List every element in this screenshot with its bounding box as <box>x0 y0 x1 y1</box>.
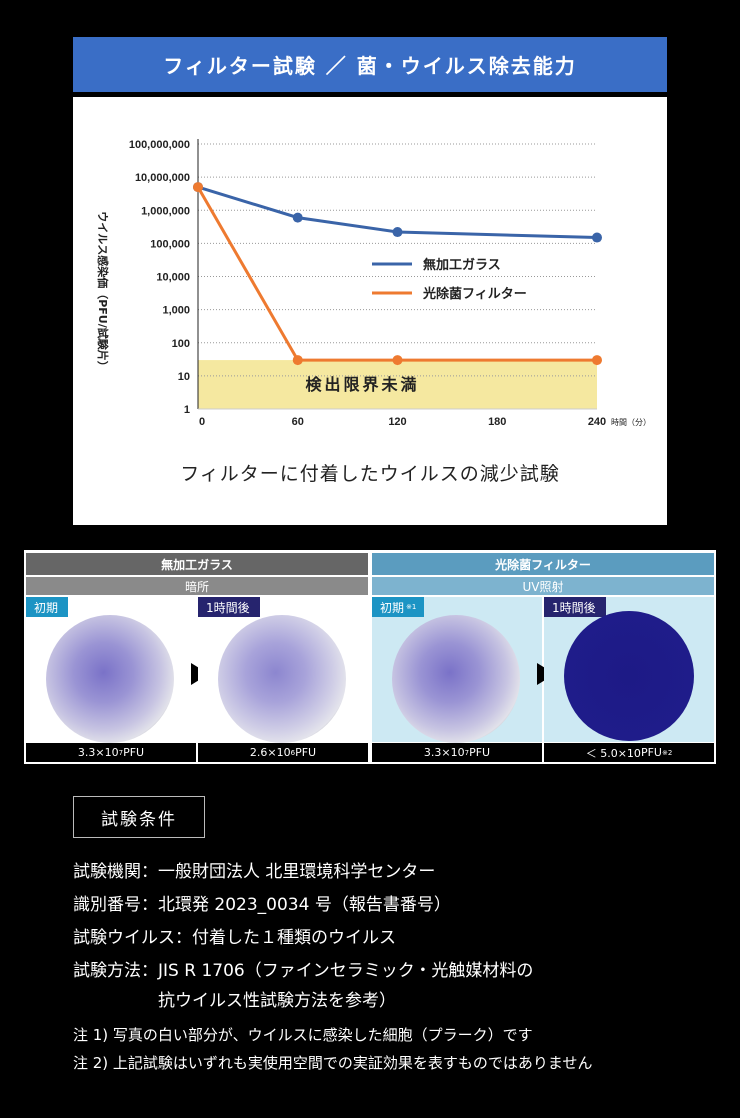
photo-tag: 初期 ※1 <box>372 597 425 617</box>
data-point-0 <box>292 212 303 223</box>
y-axis-label: ウイルス感染価（PFU/試験片） <box>96 211 110 372</box>
series-line-1 <box>196 186 597 362</box>
virus-reduction-chart: 検出限界未満 1 10 100 1,000 10,000 100,000 1,000,000 1… <box>96 139 651 428</box>
chart-banner: フィルター試験 ／ 菌・ウイルス除去能力 <box>73 37 667 92</box>
x-tick-label: 120 <box>388 416 406 428</box>
y-tick-label: 1,000,000 <box>141 205 190 217</box>
y-tick-label: 10,000 <box>156 272 190 284</box>
photo-glass-initial: 初期 <box>26 597 196 743</box>
condition-line: 抗ウイルス性試験方法を参考） <box>73 991 396 1011</box>
photo-filter-initial: 初期 ※1 <box>372 597 542 743</box>
condition-line: 試験ウイルス：付着した１種類のウイルス <box>73 928 396 948</box>
x-tick-label: 0 <box>199 416 205 428</box>
data-point-1 <box>193 182 203 193</box>
petri-dish <box>46 615 174 743</box>
x-unit-label: 時間（分） <box>611 418 651 427</box>
y-tick-label: 10,000,000 <box>135 172 190 184</box>
data-point-0 <box>392 227 403 238</box>
photo-tag: 1時間後 <box>198 597 260 617</box>
y-tick-label: 100,000,000 <box>129 139 190 151</box>
y-tick-label: 100,000 <box>150 238 190 250</box>
pfu-value: 3.3×10 7 PFU <box>372 743 542 762</box>
filter-condition: UV照射 <box>372 577 714 595</box>
photo-tag: 初期 <box>26 597 69 617</box>
x-tick-label: 240 <box>588 416 606 428</box>
data-point-0 <box>592 232 602 243</box>
series-line-0 <box>197 185 598 240</box>
data-point-1 <box>592 355 602 366</box>
chart-caption: フィルターに付着したウイルスの減少試験 <box>180 463 560 485</box>
legend-label-1: 光除菌フィルター <box>422 286 527 302</box>
petri-dish <box>218 615 346 743</box>
condition-line: 試験機関：一般財団法人 北里環境科学センター <box>73 862 436 882</box>
glass-column-title: 無加工ガラス <box>26 553 368 575</box>
pfu-value: 3.3×10 7 PFU <box>26 743 196 762</box>
banner-title: フィルター試験 ／ 菌・ウイルス除去能力 <box>163 54 577 78</box>
chart-panel: 検出限界未満 1 10 100 1,000 10,000 100,000 1,000,000 1… <box>73 97 667 525</box>
data-point-1 <box>292 355 303 366</box>
pfu-value: ＜ 5.0×10 PFU ※2 <box>544 743 714 762</box>
petri-dish <box>564 611 694 741</box>
y-tick-label: 10 <box>178 371 190 383</box>
photo-tag: 1時間後 <box>544 597 606 617</box>
photo-glass-1h: 1時間後 <box>198 597 368 743</box>
x-tick-label: 60 <box>292 416 304 428</box>
photo-comparison: 無加工ガラス 暗所 光除菌フィルター UV照射 初期 1時間後 初期 ※1 1時間… <box>24 550 716 764</box>
legend-label-0: 無加工ガラス <box>423 257 501 273</box>
y-tick-label: 1 <box>184 404 190 416</box>
filter-column-title: 光除菌フィルター <box>372 553 714 575</box>
x-tick-label: 180 <box>488 416 506 428</box>
y-tick-label: 1,000 <box>162 305 190 317</box>
note-line: 注 2) 上記試験はいずれも実使用空間での実証効果を表すものではありません <box>73 1054 593 1072</box>
note-line: 注 1) 写真の白い部分が、ウイルスに感染した細胞（プラーク）です <box>73 1026 533 1044</box>
petri-dish <box>392 615 520 743</box>
photo-filter-1h: 1時間後 <box>544 597 714 742</box>
detection-limit-label: 検出限界未満 <box>305 375 419 394</box>
conditions-heading: 試験条件 <box>73 796 205 838</box>
data-point-1 <box>392 355 403 366</box>
condition-line: 識別番号：北環発 2023_0034 号（報告書番号） <box>73 895 451 915</box>
y-tick-label: 100 <box>172 338 190 350</box>
pfu-value: 2.6×10 6 PFU <box>198 743 368 762</box>
detection-limit-band <box>198 360 597 409</box>
glass-condition: 暗所 <box>26 577 368 595</box>
condition-line: 試験方法：JIS R 1706（ファインセラミック・光触媒材料の <box>73 961 534 981</box>
